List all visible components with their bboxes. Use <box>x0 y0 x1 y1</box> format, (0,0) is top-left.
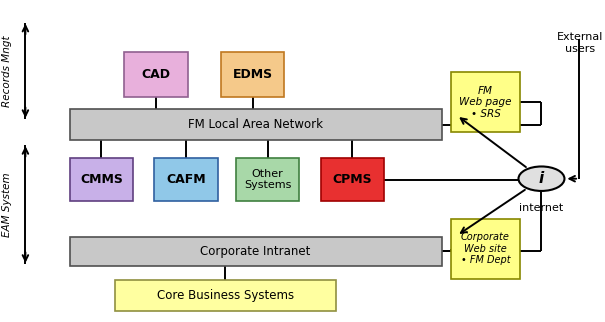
Text: FM Local Area Network: FM Local Area Network <box>188 118 323 131</box>
FancyBboxPatch shape <box>236 158 299 201</box>
Text: Core Business Systems: Core Business Systems <box>157 289 294 302</box>
Text: FM
Web page
• SRS: FM Web page • SRS <box>459 86 512 119</box>
Text: internet: internet <box>519 203 564 213</box>
Circle shape <box>518 166 564 191</box>
FancyBboxPatch shape <box>70 237 442 266</box>
Text: Corporate Intranet: Corporate Intranet <box>200 245 311 258</box>
FancyBboxPatch shape <box>70 158 133 201</box>
FancyBboxPatch shape <box>451 72 520 132</box>
Text: CPMS: CPMS <box>333 173 372 186</box>
Text: Records Mngt: Records Mngt <box>2 35 12 107</box>
Text: Other
Systems: Other Systems <box>244 169 292 190</box>
FancyBboxPatch shape <box>70 109 442 140</box>
FancyBboxPatch shape <box>154 158 218 201</box>
Text: CAFM: CAFM <box>166 173 206 186</box>
Text: EAM System: EAM System <box>2 172 12 237</box>
FancyBboxPatch shape <box>115 280 336 311</box>
Text: i: i <box>539 171 544 186</box>
FancyBboxPatch shape <box>221 52 284 97</box>
Text: CMMS: CMMS <box>80 173 123 186</box>
FancyBboxPatch shape <box>321 158 384 201</box>
FancyBboxPatch shape <box>451 219 520 279</box>
Text: EDMS: EDMS <box>232 68 273 80</box>
Text: CAD: CAD <box>142 68 170 80</box>
Text: External
users: External users <box>557 32 603 54</box>
Text: Corporate
Web site
• FM Dept: Corporate Web site • FM Dept <box>460 232 511 265</box>
FancyBboxPatch shape <box>124 52 188 97</box>
